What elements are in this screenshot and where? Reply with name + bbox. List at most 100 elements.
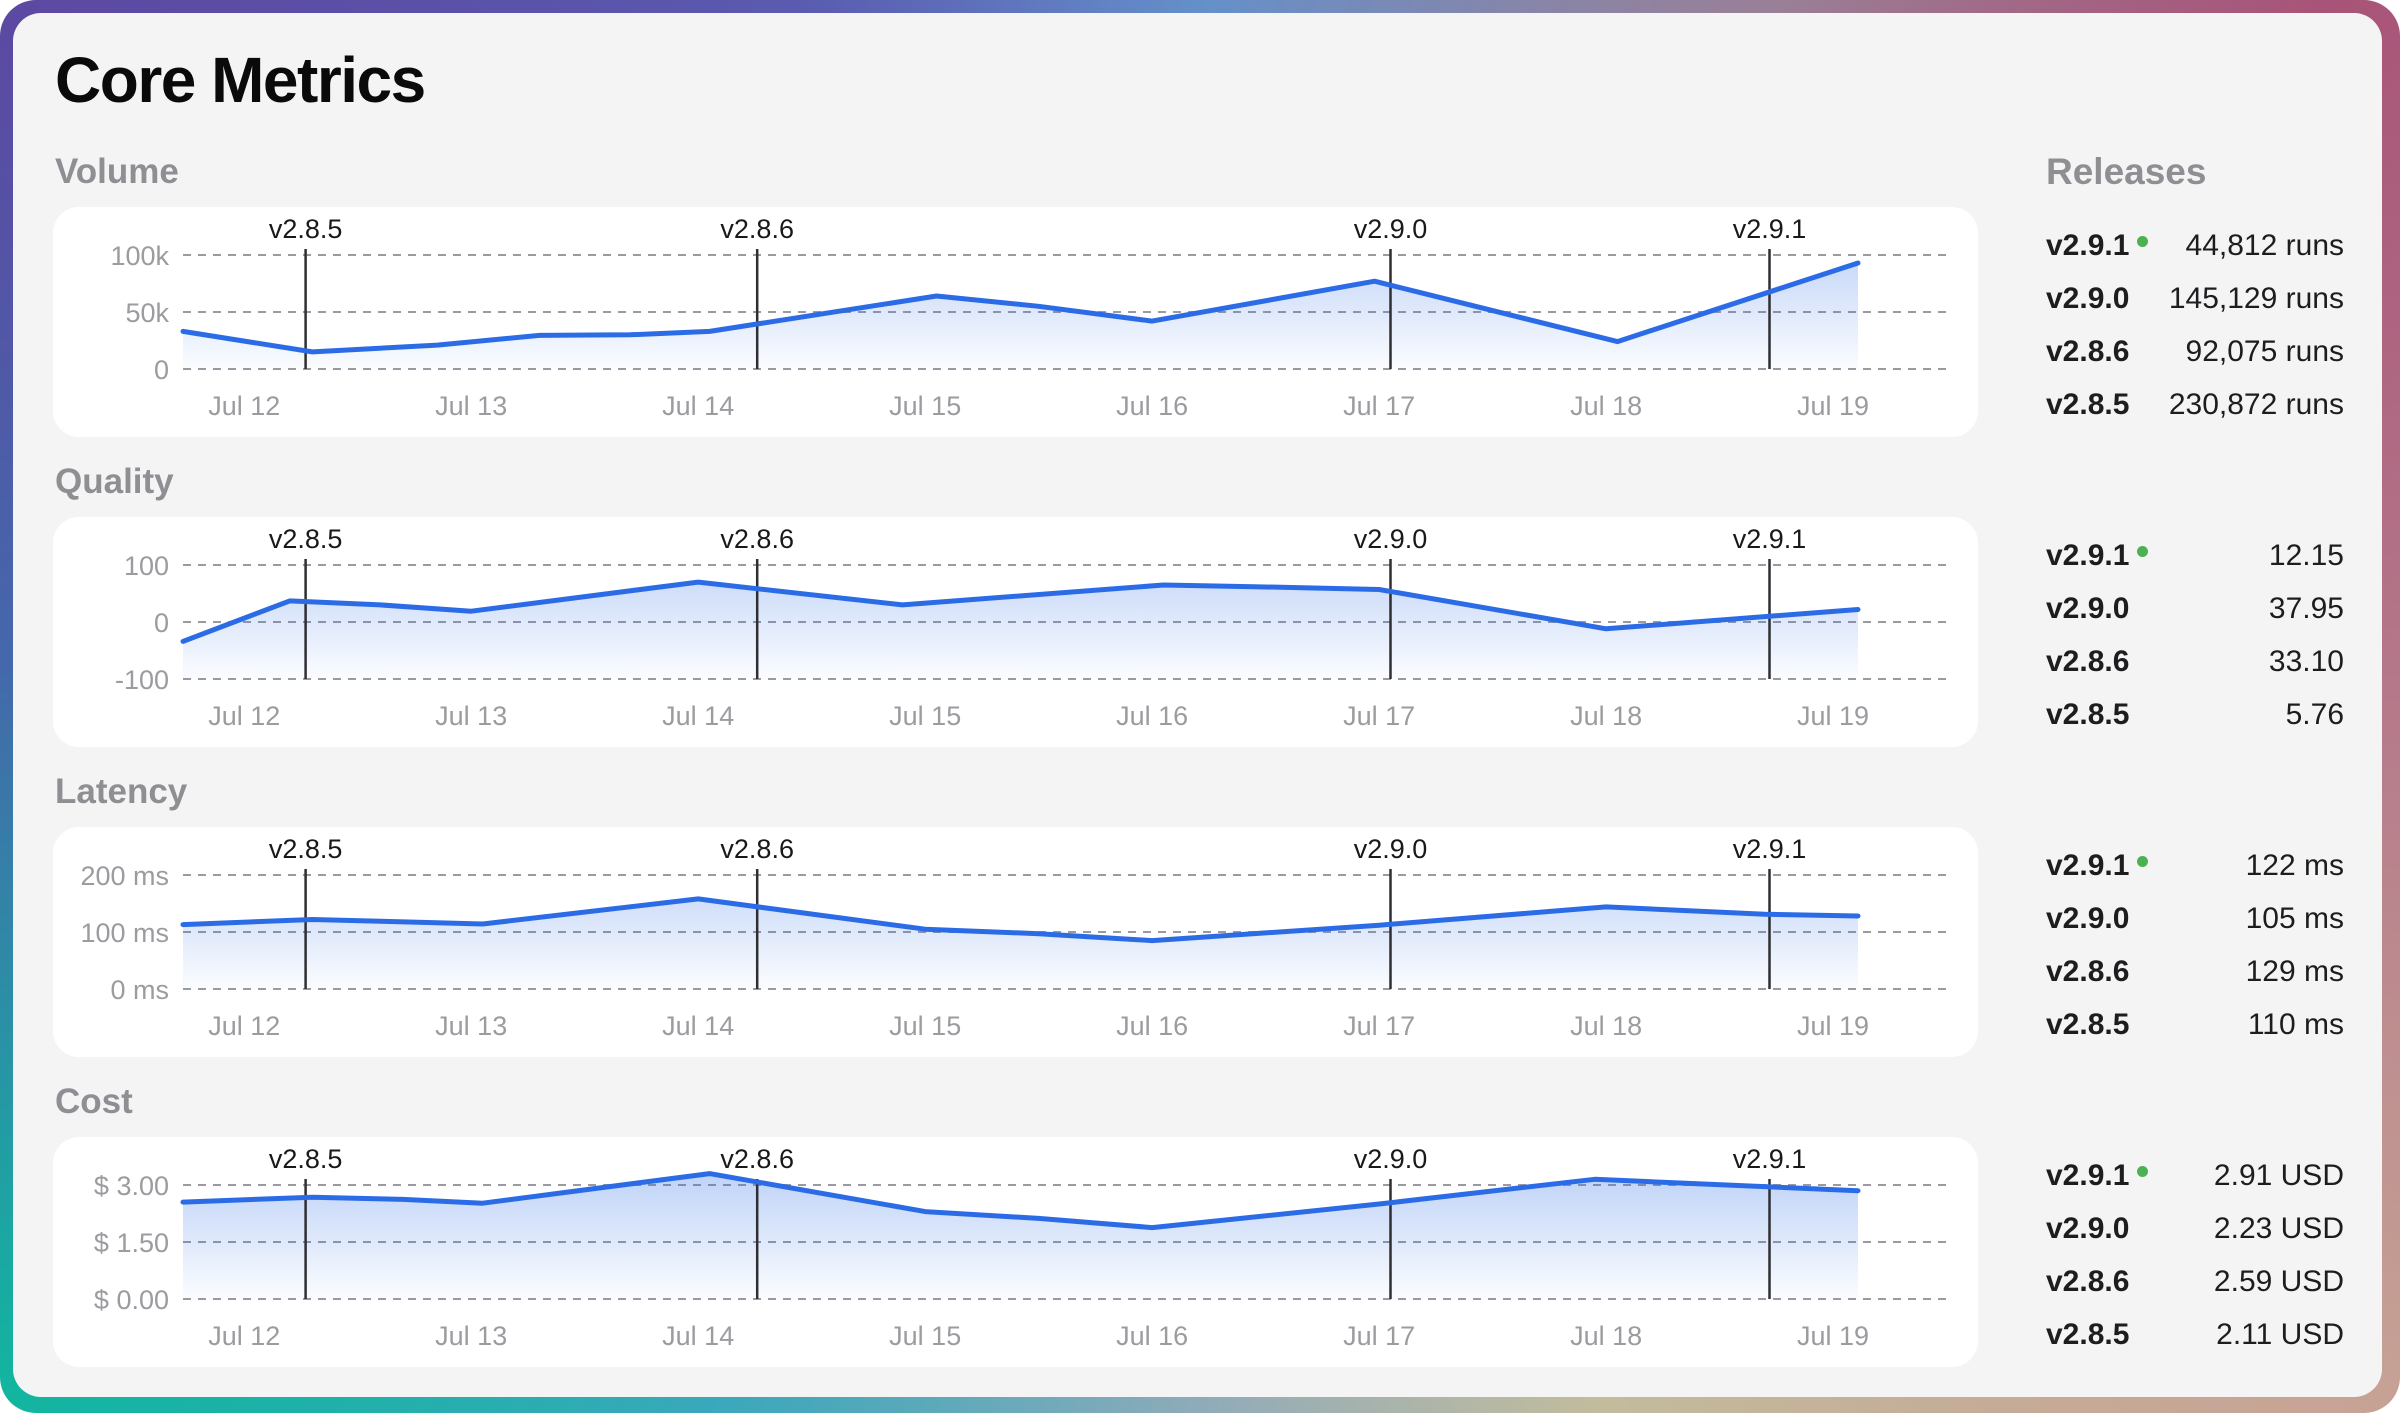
x-axis-label: Jul 17 — [1343, 1011, 1415, 1041]
release-version: v2.8.5 — [2046, 387, 2130, 421]
x-axis-label: Jul 18 — [1570, 1321, 1642, 1351]
release-version: v2.9.1 — [2046, 229, 2149, 263]
quality-release-list: v2.9.1 12.15 v2.9.0 37.95 v2.8.6 33.10 v2.8.5 5… — [2046, 529, 2344, 741]
release-row: v2.8.6 33.10 — [2046, 635, 2344, 688]
latency-chart: 0 ms 100 ms 200 ms v2.8.5 v2.8.6 v2.9.0 v2.9.1… — [80, 834, 1946, 1041]
x-axis-label: Jul 19 — [1797, 1321, 1869, 1351]
release-marker-label: v2.9.0 — [1354, 834, 1428, 864]
release-row: v2.9.0 105 ms — [2046, 892, 2344, 945]
quality-section-label: Quality — [55, 462, 174, 502]
release-marker-label: v2.8.5 — [269, 834, 343, 864]
release-value: 33.10 — [2268, 644, 2344, 678]
release-row: v2.9.0 2.23 USD — [2046, 1202, 2344, 1255]
latest-release-dot-icon — [2137, 546, 2149, 558]
x-axis-label: Jul 12 — [208, 1011, 280, 1041]
y-axis-label: 0 ms — [110, 975, 169, 1005]
release-marker-label: v2.9.0 — [1354, 214, 1428, 244]
release-row: v2.9.0 145,129 runs — [2046, 272, 2344, 325]
volume-section-label: Volume — [55, 152, 179, 192]
release-row: v2.9.1 12.15 — [2046, 529, 2344, 582]
x-axis-label: Jul 17 — [1343, 701, 1415, 731]
release-version: v2.8.6 — [2046, 954, 2130, 988]
latest-release-dot-icon — [2137, 236, 2149, 248]
release-value: 44,812 runs — [2185, 228, 2344, 262]
quality-releases-panel: v2.9.1 12.15 v2.9.0 37.95 v2.8.6 33.10 v2.8.5 5… — [1978, 461, 2364, 747]
release-marker-label: v2.9.1 — [1733, 524, 1807, 554]
release-version: v2.9.0 — [2046, 591, 2130, 625]
x-axis-label: Jul 18 — [1570, 701, 1642, 731]
x-axis-label: Jul 13 — [435, 701, 507, 731]
release-version: v2.9.0 — [2046, 901, 2130, 935]
latency-chart-column: Latency 0 ms 100 ms 200 ms v2.8.5 v2.8.6 v2.9… — [53, 771, 1978, 1058]
x-axis-label: Jul 18 — [1570, 1011, 1642, 1041]
release-marker-label: v2.9.1 — [1733, 214, 1807, 244]
release-version: v2.9.0 — [2046, 281, 2130, 315]
y-axis-label: $ 0.00 — [94, 1285, 169, 1315]
x-axis-label: Jul 12 — [208, 701, 280, 731]
section-volume: Volume 0 50k 100k v2.8.5 v2.8.6 v2.9.0 v2.9.1 J… — [53, 151, 2364, 438]
release-row: v2.9.1 44,812 runs — [2046, 219, 2344, 272]
latency-section-label: Latency — [55, 772, 188, 812]
y-axis-label: 0 — [154, 608, 169, 638]
release-value: 2.23 USD — [2213, 1211, 2344, 1245]
latest-release-dot-icon — [2137, 1166, 2149, 1178]
y-axis-label: 100 ms — [80, 918, 169, 948]
x-axis-label: Jul 16 — [1116, 1321, 1188, 1351]
page-title: Core Metrics — [55, 44, 426, 116]
x-axis-label: Jul 13 — [435, 391, 507, 421]
release-marker-label: v2.9.1 — [1733, 1144, 1807, 1174]
y-axis-label: 100k — [110, 241, 169, 271]
latest-release-dot-icon — [2137, 856, 2149, 868]
x-axis-label: Jul 16 — [1116, 391, 1188, 421]
release-row: v2.8.6 92,075 runs — [2046, 325, 2344, 378]
release-marker-label: v2.9.0 — [1354, 1144, 1428, 1174]
y-axis-label: -100 — [115, 665, 169, 695]
cost-chart-card: $ 0.00 $ 1.50 $ 3.00 v2.8.5 v2.8.6 v2.9.0 v2.9… — [53, 1137, 1978, 1368]
y-axis-label: 100 — [124, 551, 169, 581]
x-axis-label: Jul 19 — [1797, 1011, 1869, 1041]
x-axis-label: Jul 19 — [1797, 701, 1869, 731]
release-value: 129 ms — [2245, 954, 2344, 988]
quality-chart-column: Quality -100 0 100 v2.8.5 v2.8.6 v2.9.0 v2.9.1… — [53, 461, 1978, 748]
cost-chart-column: Cost $ 0.00 $ 1.50 $ 3.00 v2.8.5 v2.8.6 v2.9.… — [53, 1081, 1978, 1368]
volume-chart: 0 50k 100k v2.8.5 v2.8.6 v2.9.0 v2.9.1 Jul 12 Ju… — [110, 214, 1946, 421]
dashboard-panel: Core Metrics Volume 0 50k 100k v2.8.5 v2.8.6… — [13, 13, 2382, 1397]
y-axis-label: 0 — [154, 355, 169, 385]
quality-chart-card: -100 0 100 v2.8.5 v2.8.6 v2.9.0 v2.9.1 Jul 12 Ju… — [53, 517, 1978, 748]
release-version: v2.8.6 — [2046, 1264, 2130, 1298]
release-value: 122 ms — [2245, 848, 2344, 882]
release-marker-label: v2.8.6 — [720, 214, 794, 244]
release-marker-label: v2.8.5 — [269, 1144, 343, 1174]
y-axis-label: 200 ms — [80, 861, 169, 891]
release-version: v2.8.6 — [2046, 644, 2130, 678]
section-latency: Latency 0 ms 100 ms 200 ms v2.8.5 v2.8.6 v2.9… — [53, 771, 2364, 1058]
release-marker-label: v2.8.5 — [269, 524, 343, 554]
release-row: v2.9.1 122 ms — [2046, 839, 2344, 892]
x-axis-label: Jul 14 — [662, 701, 734, 731]
section-cost: Cost $ 0.00 $ 1.50 $ 3.00 v2.8.5 v2.8.6 v2.9.… — [53, 1081, 2364, 1368]
x-axis-label: Jul 15 — [889, 701, 961, 731]
cost-chart: $ 0.00 $ 1.50 $ 3.00 v2.8.5 v2.8.6 v2.9.0 v2.9… — [94, 1144, 1946, 1351]
x-axis-label: Jul 17 — [1343, 1321, 1415, 1351]
release-version: v2.8.5 — [2046, 1317, 2130, 1351]
release-value: 105 ms — [2245, 901, 2344, 935]
release-value: 230,872 runs — [2168, 387, 2344, 421]
x-axis-label: Jul 18 — [1570, 391, 1642, 421]
cost-releases-panel: v2.9.1 2.91 USD v2.9.0 2.23 USD v2.8.6 2.59 U… — [1978, 1081, 2364, 1367]
release-row: v2.8.5 110 ms — [2046, 998, 2344, 1051]
release-value: 110 ms — [2247, 1007, 2344, 1041]
latency-release-list: v2.9.1 122 ms v2.9.0 105 ms v2.8.6 129 ms v2.8… — [2046, 839, 2344, 1051]
release-version: v2.9.1 — [2046, 849, 2149, 883]
release-marker-label: v2.9.0 — [1354, 524, 1428, 554]
release-value: 145,129 runs — [2168, 281, 2344, 315]
release-row: v2.8.6 129 ms — [2046, 945, 2344, 998]
release-value: 2.91 USD — [2213, 1158, 2344, 1192]
x-axis-label: Jul 14 — [662, 1321, 734, 1351]
x-axis-label: Jul 19 — [1797, 391, 1869, 421]
x-axis-label: Jul 15 — [889, 1011, 961, 1041]
x-axis-label: Jul 16 — [1116, 1011, 1188, 1041]
release-version: v2.9.0 — [2046, 1211, 2130, 1245]
releases-heading: Releases — [2046, 151, 2207, 193]
latency-chart-card: 0 ms 100 ms 200 ms v2.8.5 v2.8.6 v2.9.0 v2.9.1… — [53, 827, 1978, 1058]
